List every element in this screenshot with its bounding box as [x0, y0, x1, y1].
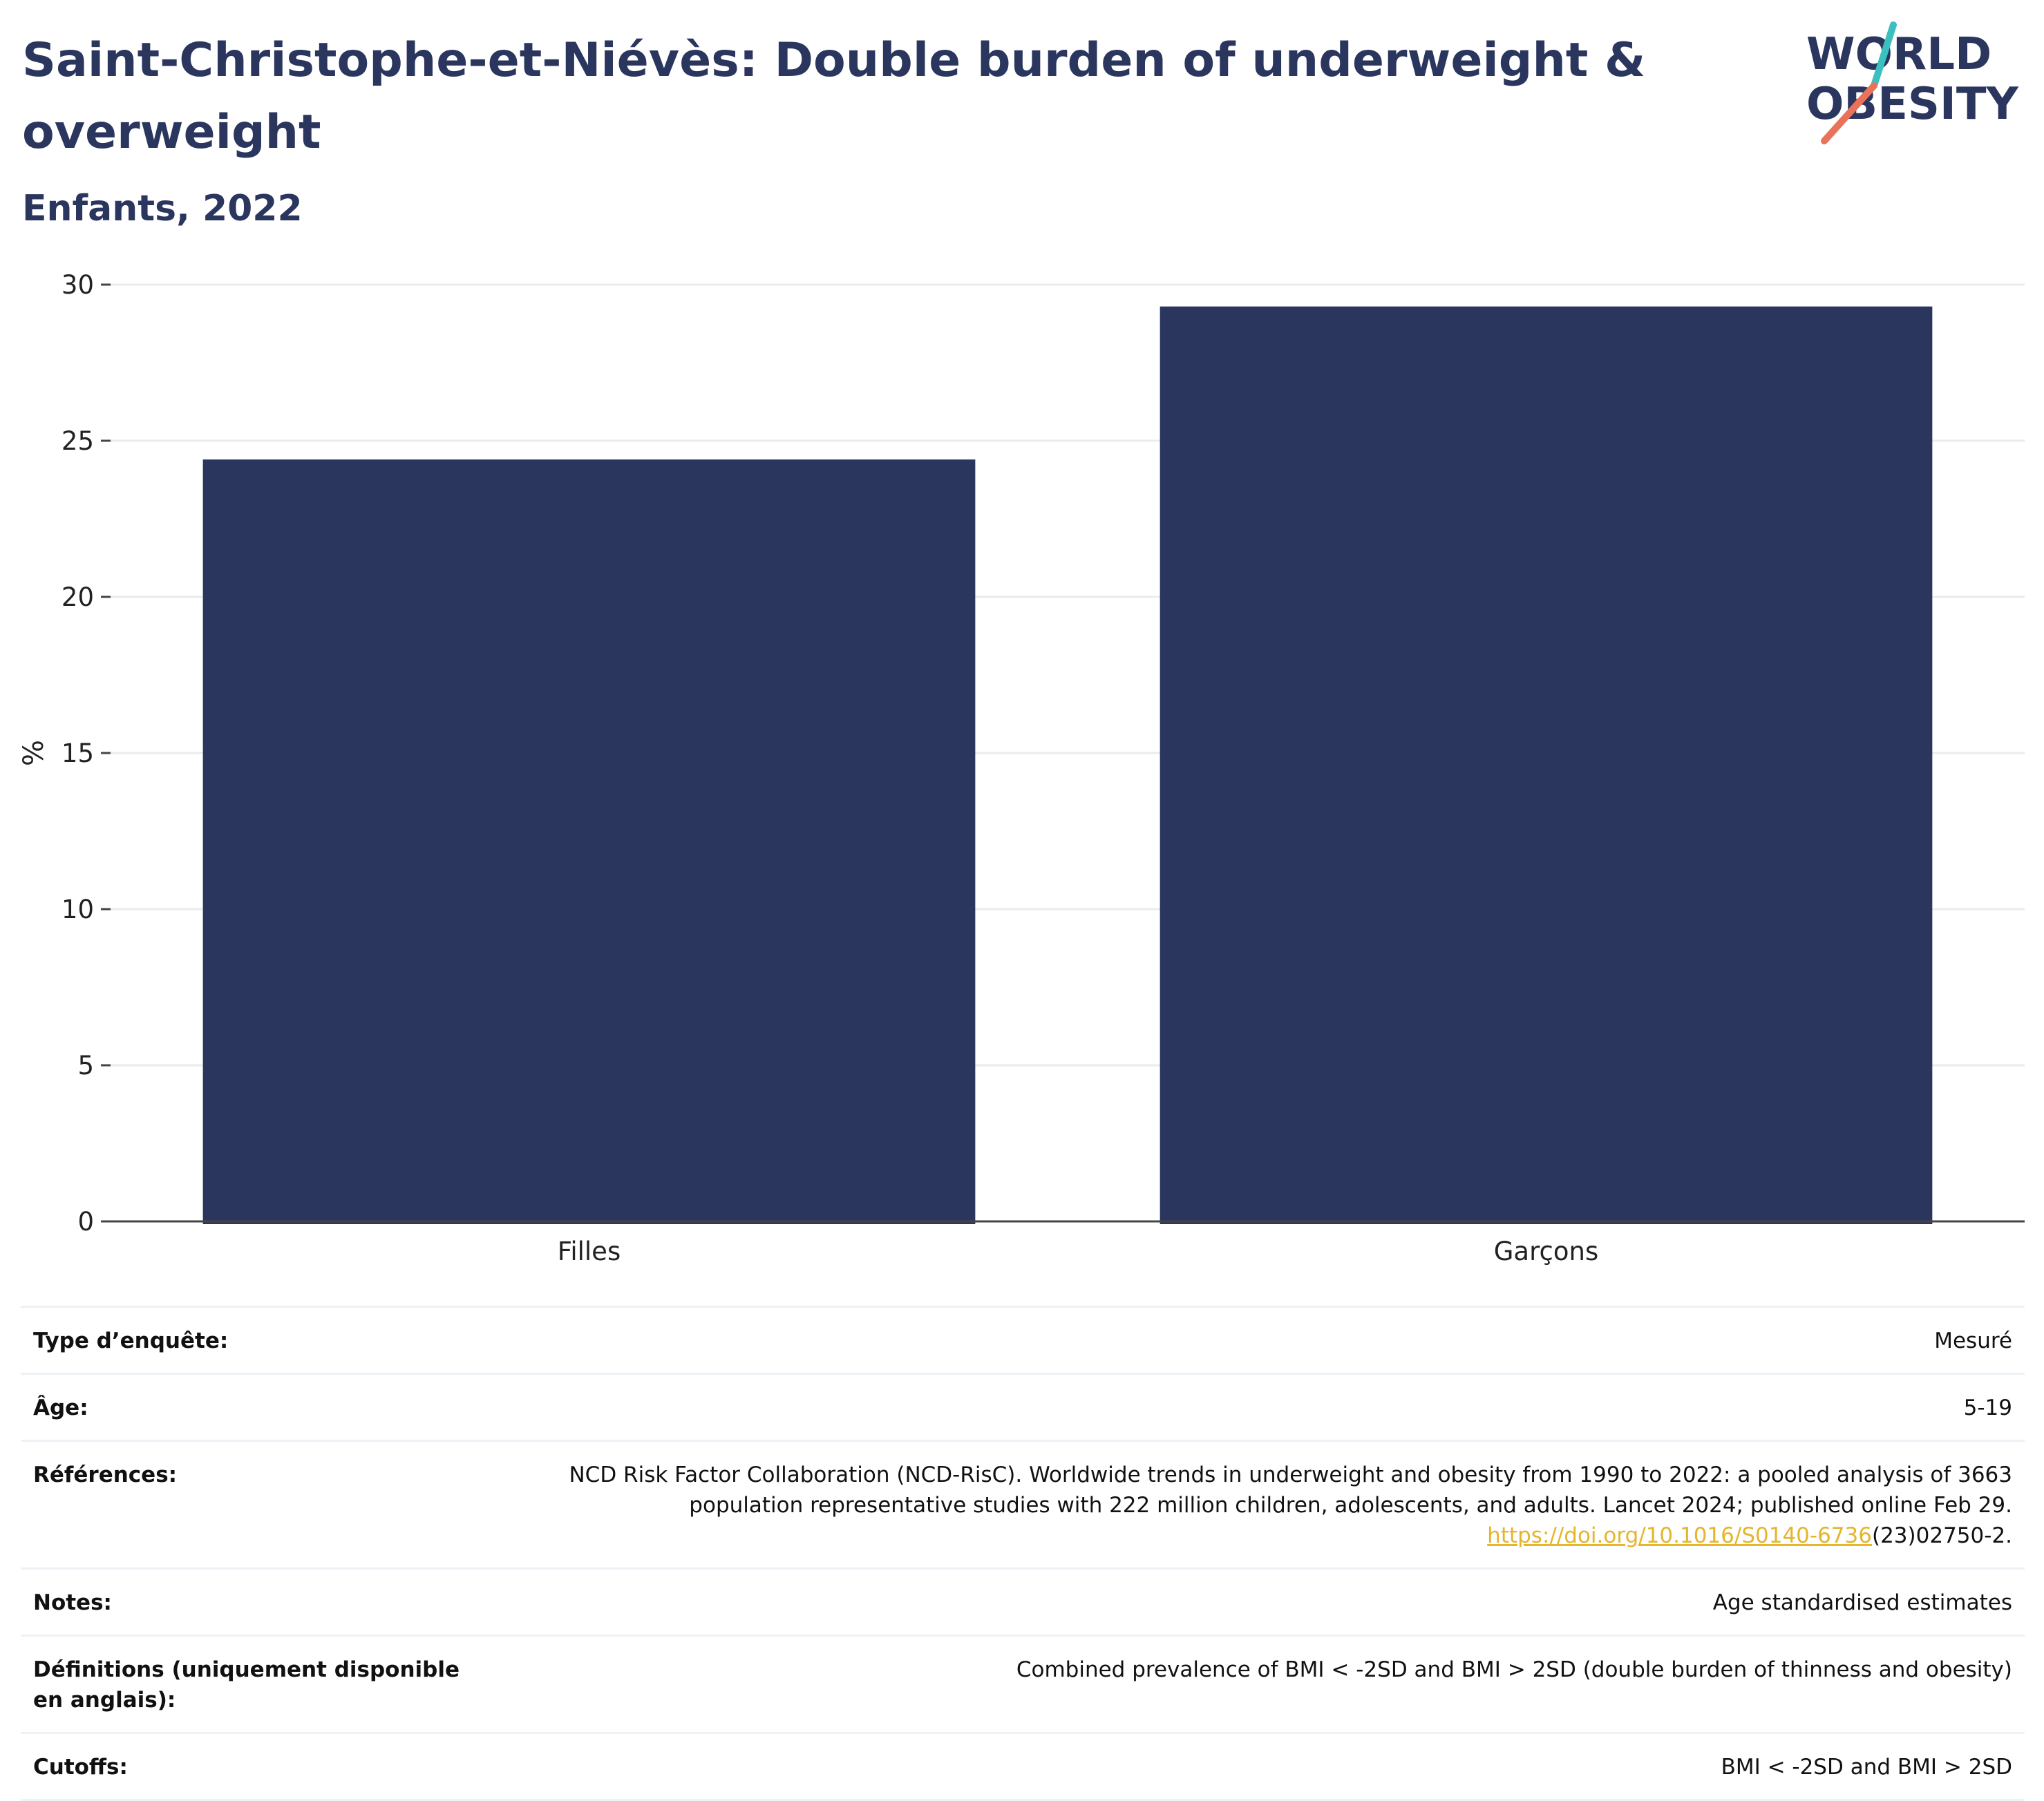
survey-type-label: Type d’enquête: [33, 1328, 229, 1353]
info-row-cutoffs: Cutoffs: BMI < -2SD and BMI > 2SD [21, 1734, 2025, 1801]
y-tick-label: 20 [61, 582, 94, 612]
references-tail: (23)02750-2. [1871, 1523, 2012, 1548]
age-label: Âge: [33, 1395, 88, 1420]
x-axis-ticks: Filles Garçons [558, 1237, 1598, 1266]
logo-slash-coral [1821, 82, 1877, 144]
info-row-references: Références: NCD Risk Factor Collaboratio… [21, 1442, 2025, 1570]
info-row-notes: Notes: Age standardised estimates [21, 1570, 2025, 1637]
y-tick-label: 25 [61, 426, 94, 456]
survey-type-value: Mesuré [1934, 1328, 2012, 1353]
age-value: 5-19 [1963, 1395, 2012, 1420]
definitions-label: Définitions (uniquement disponible en an… [33, 1657, 460, 1713]
world-obesity-logo: WORLD OBESITY [1806, 21, 2018, 144]
bar-1 [1160, 306, 1933, 1224]
cutoffs-value: BMI < -2SD and BMI > 2SD [1721, 1755, 2012, 1780]
y-axis-label: % [18, 740, 50, 766]
bar-0 [202, 459, 976, 1224]
bars [202, 306, 1933, 1224]
logo-slash-teal [1871, 21, 1897, 89]
chart-title: Saint-Christophe-et-Niévès: Double burde… [22, 33, 1646, 160]
references-value: NCD Risk Factor Collaboration (NCD-RisC)… [489, 1460, 2012, 1551]
info-row-survey-type: Type d’enquête: Mesuré [21, 1308, 2025, 1375]
x-tick-label: Filles [558, 1237, 621, 1266]
info-table: Type d’enquête: Mesuré Âge: 5-19 Référen… [21, 1306, 2025, 1801]
references-text: NCD Risk Factor Collaboration (NCD-RisC)… [569, 1462, 2012, 1518]
info-row-age: Âge: 5-19 [21, 1375, 2025, 1442]
notes-label: Notes: [33, 1590, 112, 1615]
info-row-definitions: Définitions (uniquement disponible en an… [21, 1637, 2025, 1734]
notes-value: Age standardised estimates [1712, 1590, 2012, 1615]
bar-chart: 0 5 10 15 20 25 30 Filles Garçons % [18, 270, 2025, 1266]
y-tick-label: 10 [61, 895, 94, 924]
y-tick-label: 30 [61, 270, 94, 300]
definitions-value: Combined prevalence of BMI < -2SD and BM… [1016, 1657, 2012, 1682]
y-tick-label: 15 [61, 738, 94, 768]
references-label: Références: [33, 1462, 178, 1487]
logo-word-world: WORLD [1806, 29, 1991, 80]
cutoffs-label: Cutoffs: [33, 1755, 128, 1780]
x-tick-label: Garçons [1494, 1237, 1598, 1266]
chart-subtitle: Enfants, 2022 [22, 188, 303, 229]
y-tick-label: 0 [77, 1207, 94, 1237]
y-axis-ticks: 0 5 10 15 20 25 30 [61, 270, 111, 1237]
references-doi-link[interactable]: https://doi.org/10.1016/S0140-6736 [1487, 1523, 1872, 1548]
y-tick-label: 5 [77, 1051, 94, 1080]
